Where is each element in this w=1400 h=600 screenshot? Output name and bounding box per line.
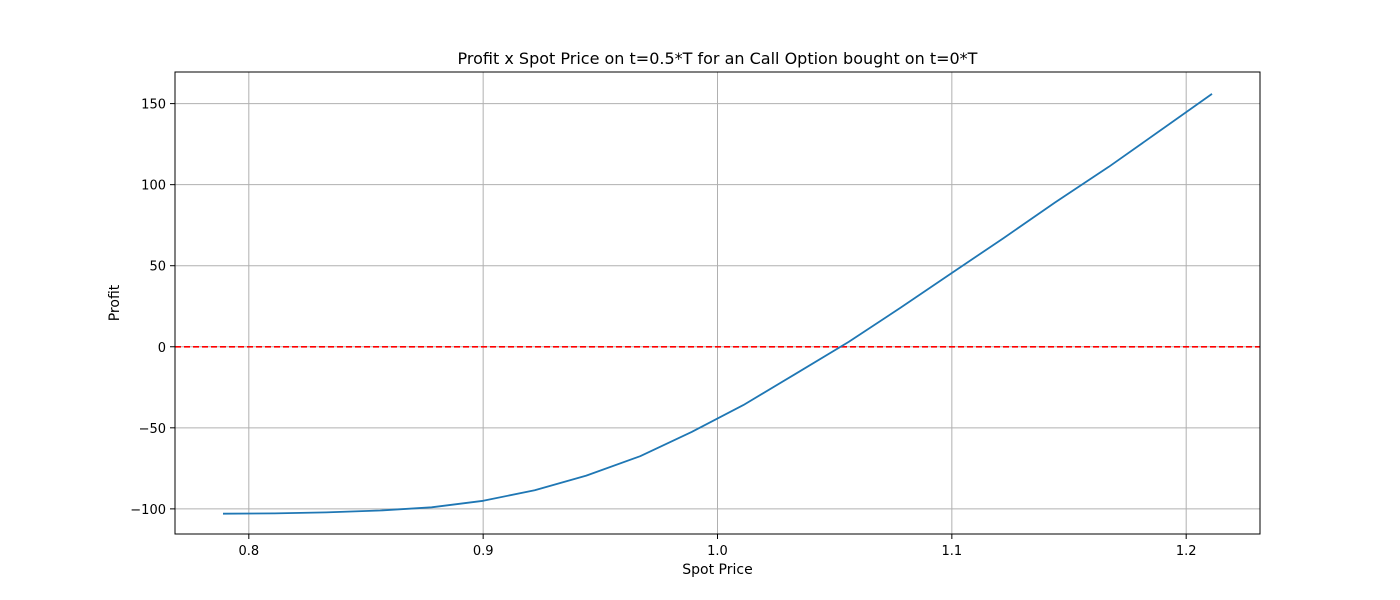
x-tick-label: 1.1: [941, 544, 962, 559]
x-tick-label: 0.8: [238, 544, 259, 559]
x-tick-label: 1.2: [1176, 544, 1197, 559]
gridlines: [175, 72, 1260, 534]
x-tick-label: 1.0: [707, 544, 728, 559]
profit-series-line: [222, 93, 1213, 515]
y-tick-label: −100: [130, 503, 166, 518]
y-tick-label: 100: [141, 179, 166, 194]
y-axis-label: Profit: [107, 284, 123, 321]
x-tick-label: 0.9: [473, 544, 494, 559]
x-axis-ticks: 0.8 0.9 1.0 1.1 1.2: [238, 534, 1197, 559]
y-tick-label: −50: [139, 422, 166, 437]
x-axis-label: Spot Price: [682, 562, 752, 578]
chart-title: Profit x Spot Price on t=0.5*T for an Ca…: [458, 49, 978, 68]
y-tick-label: 0: [158, 341, 166, 356]
y-tick-label: 50: [149, 260, 166, 275]
y-axis-ticks: −100 −50 0 50 100 150: [130, 98, 175, 518]
series-group: [222, 93, 1213, 515]
y-tick-label: 150: [141, 98, 166, 113]
